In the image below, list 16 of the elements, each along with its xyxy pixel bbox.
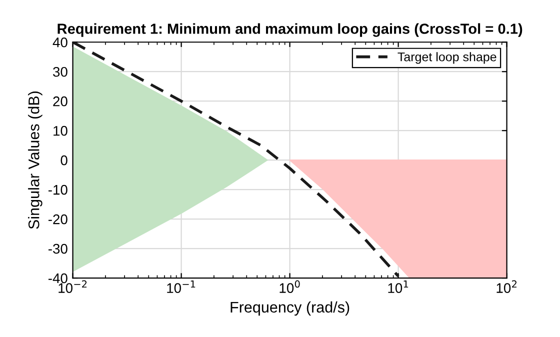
chart-title: Requirement 1: Minimum and maximum loop gains (CrossTol = 0.1) bbox=[58, 23, 522, 37]
y-tick-label: 20 bbox=[53, 96, 68, 106]
legend-label: Target loop shape bbox=[398, 52, 496, 64]
x-axis-title: Frequency (rad/s) bbox=[230, 301, 350, 316]
y-tick-label: -10 bbox=[48, 184, 68, 195]
x-tick-label: 10$^{2}$ bbox=[496, 280, 516, 293]
y-tick-label: 30 bbox=[53, 66, 68, 77]
x-tick-label: 10$^{−1}$ bbox=[167, 280, 196, 293]
y-tick-label: 0 bbox=[60, 155, 68, 166]
x-tick-label: 10$^{1}$ bbox=[388, 280, 408, 293]
y-tick-label: -20 bbox=[48, 214, 68, 224]
y-tick-label: 10 bbox=[54, 126, 68, 136]
x-tick-label: 10$^{0}$ bbox=[280, 280, 300, 293]
y-tick-label: -30 bbox=[48, 244, 68, 254]
y-tick-label: 40 bbox=[52, 37, 68, 48]
y-axis-title: Singular Values (dB) bbox=[28, 92, 42, 229]
